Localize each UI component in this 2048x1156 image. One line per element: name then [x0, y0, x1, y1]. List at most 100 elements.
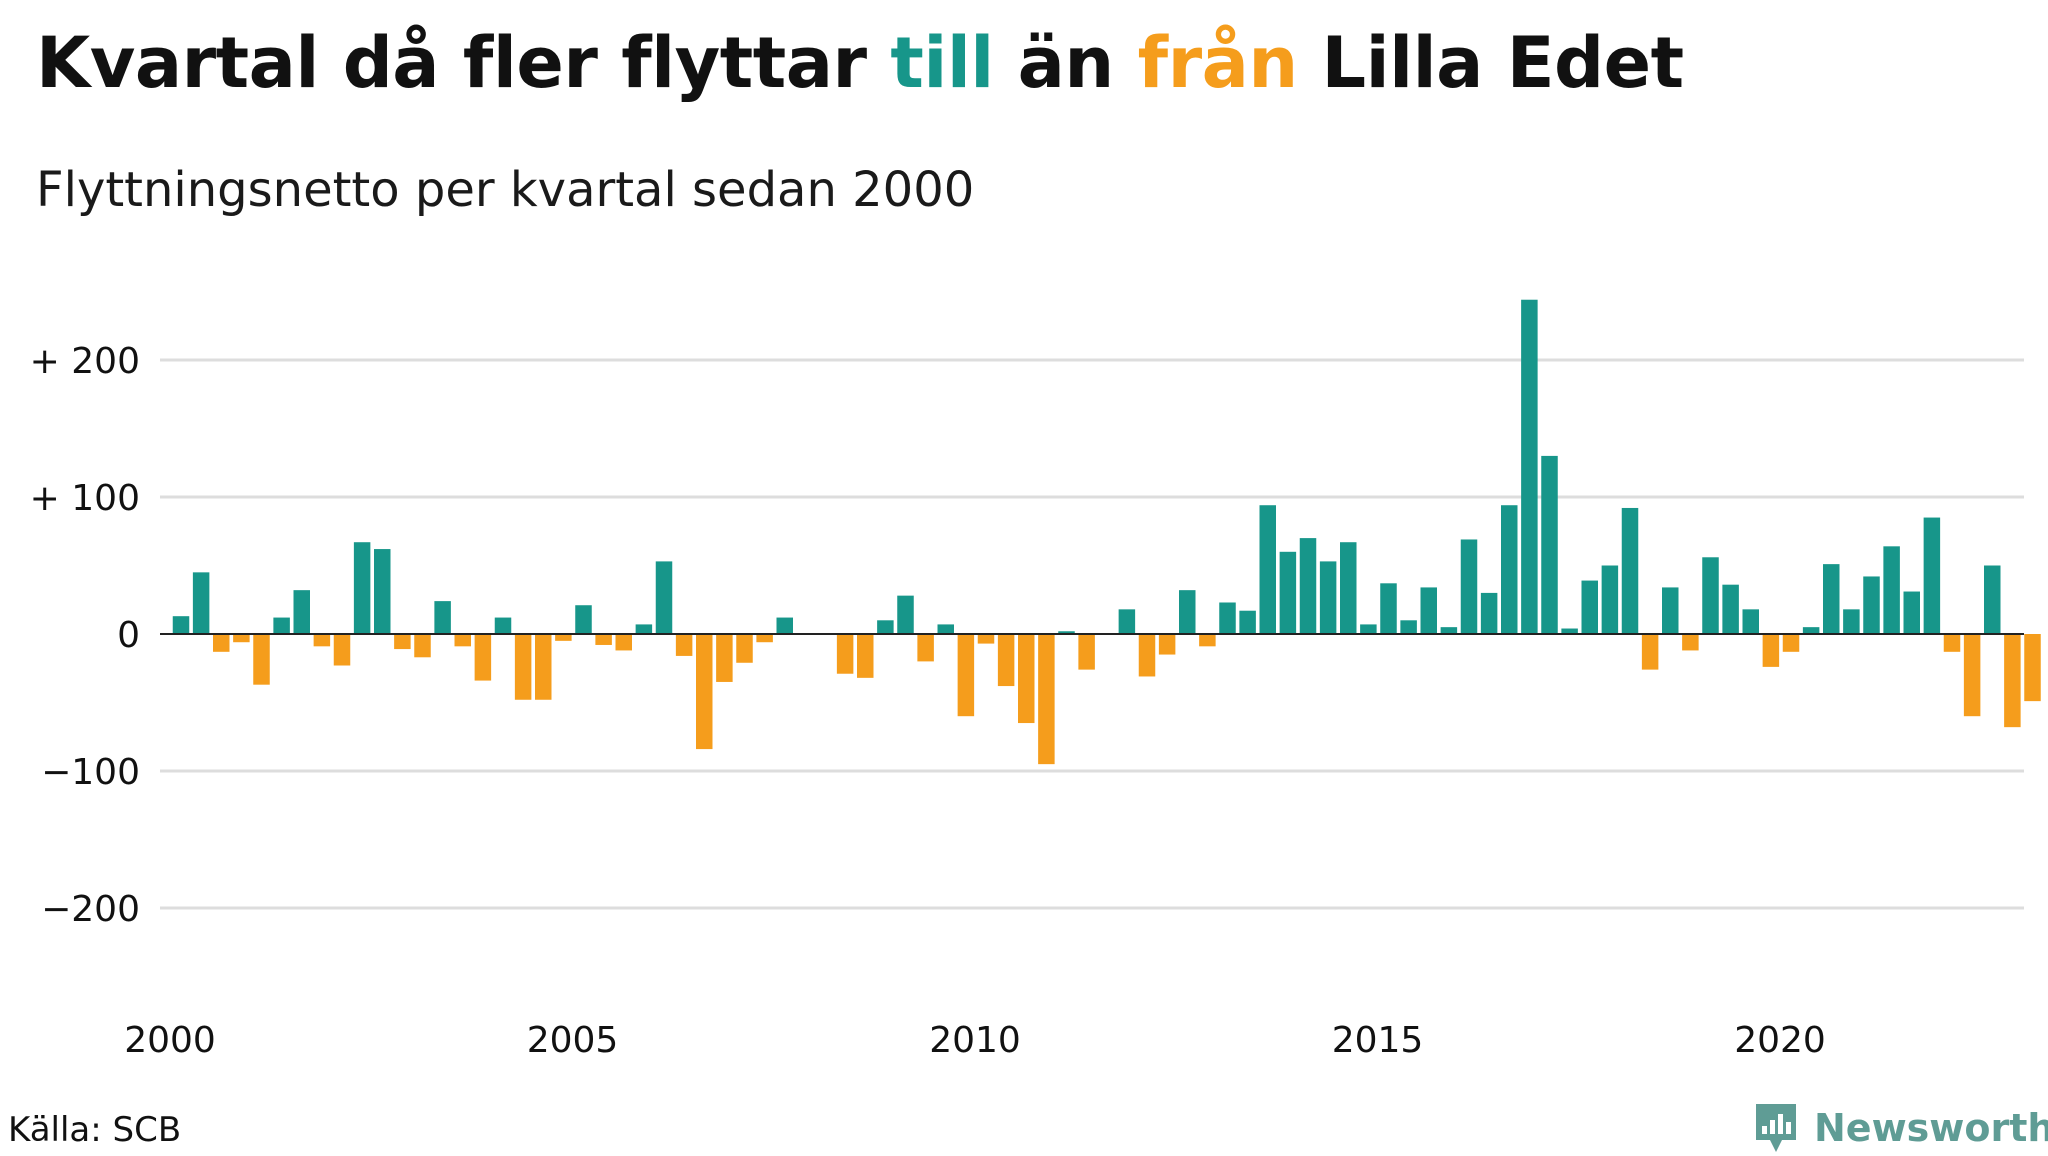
bar-q34 [837, 634, 854, 674]
bar-q46 [1078, 634, 1095, 670]
bar-q82 [1803, 627, 1820, 634]
bar-q26 [676, 634, 693, 656]
bar-q15 [455, 634, 472, 646]
brand-logo: Newsworthy [1752, 1100, 2048, 1156]
bar-q14 [434, 601, 451, 634]
bar-q31 [777, 618, 794, 634]
bar-q75 [1662, 587, 1679, 634]
bar-q42 [998, 634, 1015, 686]
bar-q66 [1481, 593, 1498, 634]
bar-q78 [1722, 585, 1739, 634]
bar-q88 [1924, 518, 1941, 634]
bar-q76 [1682, 634, 1699, 650]
y-axis-labels: + 200 + 100 0 −100 −200 [30, 341, 140, 930]
bar-q68 [1521, 300, 1538, 634]
bar-q19 [535, 634, 552, 700]
bar-q89 [1944, 634, 1961, 652]
bar-q69 [1541, 456, 1558, 634]
bar-q35 [857, 634, 874, 678]
bar-q22 [595, 634, 612, 645]
bar-q84 [1843, 609, 1860, 634]
bar-q12 [394, 634, 411, 649]
bar-q49 [1139, 634, 1156, 676]
x-tick-label: 2010 [929, 1020, 1021, 1061]
bar-q65 [1461, 539, 1478, 634]
bar-q9 [334, 634, 351, 666]
bar-q44 [1038, 634, 1055, 764]
bar-q56 [1280, 552, 1297, 634]
bar-q8 [314, 634, 331, 646]
bar-q24 [636, 624, 653, 634]
bar-q61 [1380, 583, 1397, 634]
bar-q81 [1783, 634, 1800, 652]
bar-q93 [2024, 634, 2041, 701]
brand-name: Newsworthy [1814, 1106, 2048, 1150]
bar-q25 [656, 561, 673, 634]
bar-q17 [495, 618, 512, 634]
bar-q5 [253, 634, 270, 685]
bar-q21 [575, 605, 592, 634]
bar-q90 [1964, 634, 1981, 716]
bar-q51 [1179, 590, 1196, 634]
bar-q4 [233, 634, 250, 642]
y-tick-label: + 200 [30, 341, 140, 382]
bar-q36 [877, 620, 894, 634]
x-tick-label: 2015 [1332, 1020, 1424, 1061]
bar-q13 [414, 634, 431, 657]
bar-q71 [1582, 581, 1599, 634]
bar-q43 [1018, 634, 1035, 723]
bar-q64 [1441, 627, 1458, 634]
bar-q20 [555, 634, 572, 641]
bar-q1 [173, 616, 190, 634]
bar-q67 [1501, 505, 1518, 634]
bar-q63 [1421, 587, 1438, 634]
x-tick-label: 2020 [1734, 1020, 1826, 1061]
bar-q7 [294, 590, 311, 634]
bar-q29 [736, 634, 753, 663]
bar-q40 [958, 634, 975, 716]
bar-q11 [374, 549, 391, 634]
bar-q80 [1763, 634, 1780, 667]
bar-q3 [213, 634, 230, 652]
bar-q16 [475, 634, 492, 681]
newsworthy-logo-icon [1752, 1100, 1800, 1156]
bar-q73 [1622, 508, 1639, 634]
y-tick-label: 0 [117, 615, 140, 656]
bar-q58 [1320, 561, 1337, 634]
bar-q54 [1239, 611, 1256, 634]
bars [173, 300, 2041, 764]
bar-q30 [756, 634, 773, 642]
bar-q57 [1300, 538, 1317, 634]
source-credit: Källa: SCB [8, 1110, 181, 1150]
bar-q79 [1743, 609, 1760, 634]
bar-q62 [1400, 620, 1417, 634]
x-tick-label: 2005 [527, 1020, 619, 1061]
y-tick-label: + 100 [30, 478, 140, 519]
bar-q77 [1702, 557, 1719, 634]
bar-q60 [1360, 624, 1377, 634]
bar-q74 [1642, 634, 1659, 670]
bar-q52 [1199, 634, 1216, 646]
bar-q72 [1602, 566, 1619, 635]
bar-q48 [1119, 609, 1136, 634]
bar-q39 [938, 624, 955, 634]
bar-q2 [193, 572, 210, 634]
bar-q86 [1883, 546, 1900, 634]
bar-q53 [1219, 602, 1236, 634]
bar-q37 [897, 596, 914, 634]
bar-q18 [515, 634, 532, 700]
bar-q87 [1904, 592, 1921, 634]
bar-q85 [1863, 576, 1880, 634]
bar-q23 [616, 634, 633, 650]
bar-q38 [917, 634, 934, 661]
bar-q92 [2004, 634, 2021, 727]
y-tick-label: −200 [41, 889, 140, 930]
y-tick-label: −100 [41, 752, 140, 793]
bar-q10 [354, 542, 371, 634]
bar-q59 [1340, 542, 1357, 634]
bar-q55 [1260, 505, 1277, 634]
bar-q27 [696, 634, 713, 749]
bar-q91 [1984, 566, 2001, 635]
